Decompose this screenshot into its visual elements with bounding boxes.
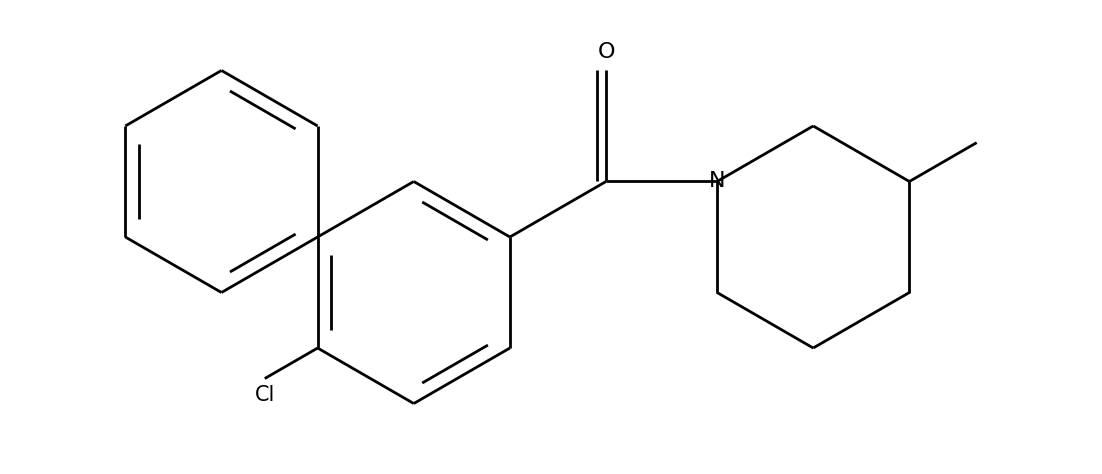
Text: Cl: Cl (255, 385, 274, 405)
Text: N: N (709, 172, 725, 191)
Text: O: O (597, 42, 615, 63)
